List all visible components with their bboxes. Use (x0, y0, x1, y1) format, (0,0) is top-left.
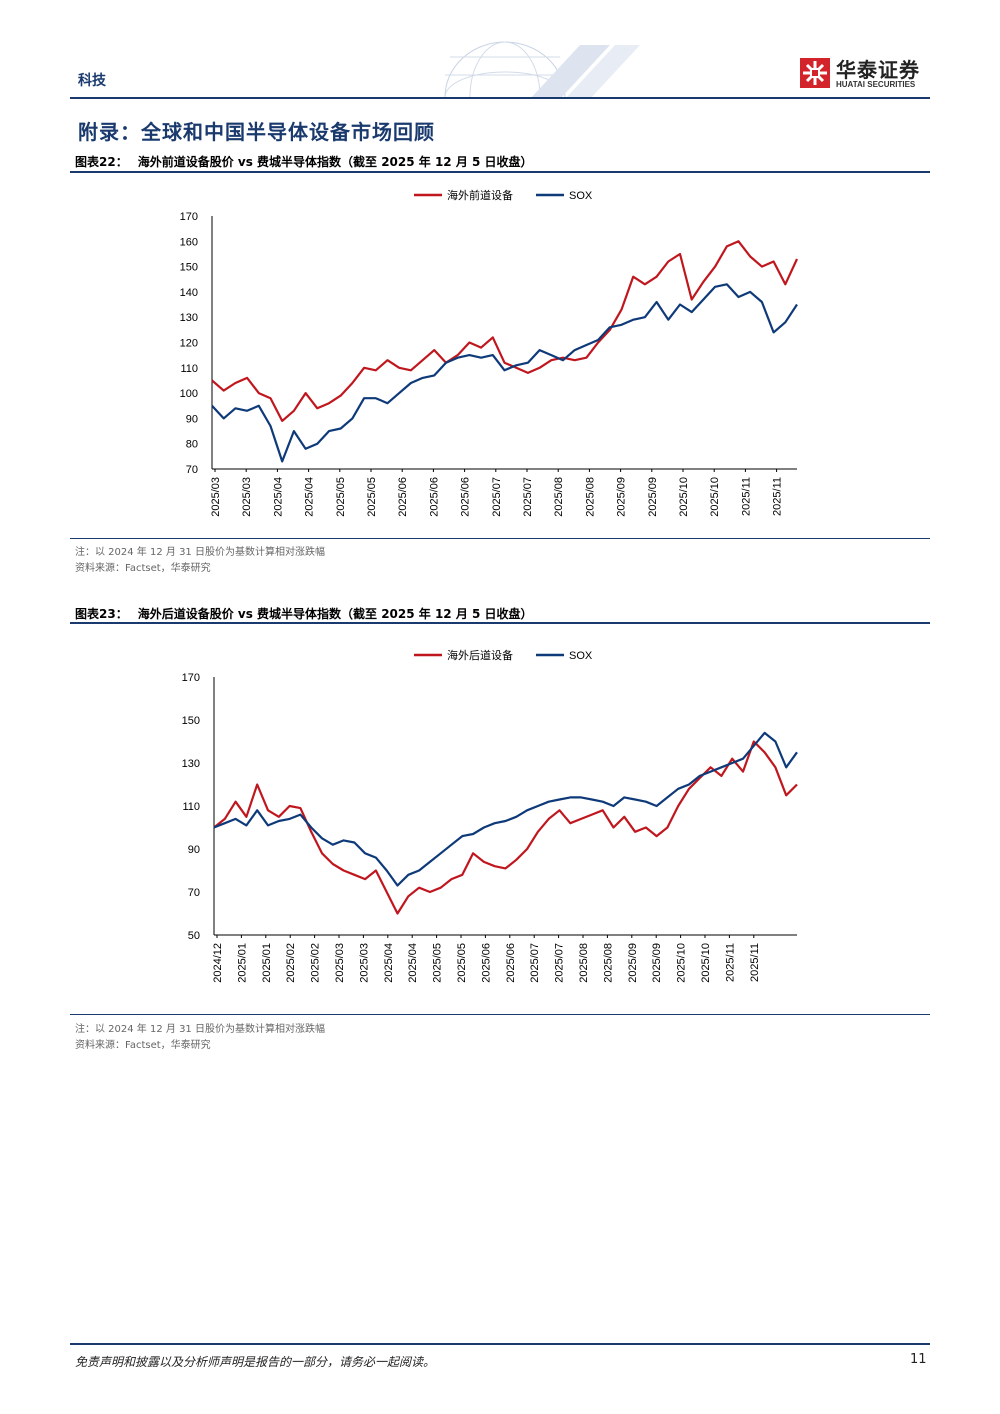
series-line-equipment (213, 740, 798, 915)
x-tick-label: 2025/05 (432, 943, 444, 983)
x-tick-label: 2025/10 (700, 943, 712, 983)
y-tick-label: 70 (188, 887, 200, 899)
chart-front-end-equipment: 70 80 90 100 110 120 130 140 150 160 170 2025/03 202… (180, 188, 798, 517)
figure-23-label: 图表23： (75, 607, 128, 621)
figure-23-note: 注：以 2024 年 12 月 31 日股价为基数计算相对涨跌幅 (75, 1024, 325, 1035)
x-tick-label: 2025/03 (358, 943, 370, 983)
y-tick-label: 110 (182, 801, 200, 813)
x-tick-label: 2025/09 (647, 477, 659, 517)
x-tick-label: 2025/05 (335, 477, 347, 517)
figure-23-bottom-rule (70, 1014, 930, 1015)
x-tick-label: 2025/08 (578, 943, 590, 983)
figure-23-title: 图表23： 海外后道设备股价 vs 费城半导体指数（截至 2025 年 12 月 … (75, 605, 533, 622)
x-tick-label: 2025/07 (522, 477, 534, 517)
x-tick-label: 2025/11 (749, 943, 761, 982)
figure-22-bottom-rule (70, 538, 930, 539)
brand-name-cn: 华泰证券 (836, 58, 920, 82)
y-tick-label: 150 (180, 262, 198, 274)
x-tick-label: 2025/10 (678, 477, 690, 517)
x-tick-label: 2025/03 (334, 943, 346, 983)
footer-rule (70, 1343, 930, 1345)
x-tick-label: 2025/11 (772, 477, 784, 516)
x-tick-label: 2025/06 (480, 943, 492, 983)
y-tick-label: 90 (186, 413, 198, 425)
figure-22-source: 资料来源：Factset，华泰研究 (75, 563, 211, 574)
x-tick-label: 2025/03 (210, 477, 222, 517)
legend-label: 海外后道设备 (447, 648, 513, 662)
x-tick-label: 2025/10 (676, 943, 688, 983)
x-tick-label: 2025/11 (724, 943, 736, 982)
x-tick-label: 2025/07 (491, 477, 503, 517)
chart-back-end-equipment: 50 70 90 110 130 150 170 2024/12 2025/01 2025/01 2… (182, 648, 798, 983)
x-tick-label: 2025/11 (740, 477, 752, 516)
figure-22-caption: 海外前道设备股价 vs 费城半导体指数（截至 2025 年 12 月 5 日收盘… (137, 155, 533, 169)
x-tick-label: 2025/07 (554, 943, 566, 983)
x-tick-label: 2025/10 (709, 477, 721, 517)
y-tick-label: 100 (180, 388, 198, 400)
x-tick-label: 2025/04 (304, 477, 316, 517)
x-tick-label: 2025/07 (529, 943, 541, 983)
y-tick-label: 50 (188, 930, 200, 942)
x-tick-label: 2025/01 (261, 943, 273, 983)
header-rule (70, 97, 930, 99)
x-tick-label: 2024/12 (212, 943, 224, 983)
legend-label: SOX (569, 190, 593, 202)
legend-label: SOX (569, 650, 593, 662)
logo-mark-icon (800, 58, 830, 88)
figure-22-top-rule (70, 171, 930, 173)
y-tick-label: 160 (180, 236, 198, 248)
x-tick-label: 2025/04 (383, 943, 395, 983)
figure-23-source: 资料来源：Factset，华泰研究 (75, 1040, 211, 1051)
x-tick-label: 2025/06 (460, 477, 472, 517)
x-tick-label: 2025/09 (627, 943, 639, 983)
series-line-sox (213, 731, 798, 887)
footer-disclaimer: 免责声明和披露以及分析师声明是报告的一部分，请务必一起阅读。 (75, 1355, 436, 1369)
globe-graphic (380, 41, 680, 99)
x-tick-label: 2025/08 (584, 477, 596, 517)
series-line-equipment (211, 240, 798, 422)
x-tick-label: 2025/02 (285, 943, 297, 983)
x-tick-label: 2025/09 (651, 943, 663, 983)
figure-23-top-rule (70, 622, 930, 624)
section-title: 附录：全球和中国半导体设备市场回顾 (78, 120, 435, 144)
y-tick-label: 170 (180, 211, 198, 223)
y-tick-label: 80 (186, 439, 198, 451)
header-category: 科技 (78, 73, 106, 89)
y-tick-label: 150 (182, 715, 200, 727)
y-tick-label: 140 (180, 287, 198, 299)
page-number: 11 (910, 1352, 927, 1367)
x-tick-label: 2025/06 (428, 477, 440, 517)
legend-label: 海外前道设备 (447, 188, 513, 202)
y-tick-label: 70 (186, 464, 198, 476)
x-tick-label: 2025/01 (236, 943, 248, 983)
x-tick-label: 2025/08 (602, 943, 614, 983)
brand-name-en: HUATAI SECURITIES (836, 80, 916, 89)
y-tick-label: 130 (182, 758, 200, 770)
y-tick-label: 90 (188, 844, 200, 856)
series-line-sox (211, 283, 798, 463)
x-tick-label: 2025/05 (456, 943, 468, 983)
x-tick-label: 2025/04 (407, 943, 419, 983)
x-tick-label: 2025/09 (616, 477, 628, 517)
huatai-logo: 华泰证券 HUATAI SECURITIES (800, 58, 919, 92)
x-tick-label: 2025/02 (310, 943, 322, 983)
figure-22-title: 图表22： 海外前道设备股价 vs 费城半导体指数（截至 2025 年 12 月 … (75, 153, 533, 170)
x-tick-label: 2025/06 (505, 943, 517, 983)
y-tick-label: 110 (180, 363, 198, 375)
y-tick-label: 130 (180, 312, 198, 324)
x-tick-label: 2025/06 (397, 477, 409, 517)
x-tick-label: 2025/08 (553, 477, 565, 517)
figure-22-label: 图表22： (75, 155, 128, 169)
x-tick-label: 2025/03 (241, 477, 253, 517)
y-tick-label: 120 (180, 338, 198, 350)
figure-23-caption: 海外后道设备股价 vs 费城半导体指数（截至 2025 年 12 月 5 日收盘… (137, 607, 533, 621)
y-tick-label: 170 (182, 672, 200, 684)
x-tick-label: 2025/04 (272, 477, 284, 517)
figure-22-note: 注：以 2024 年 12 月 31 日股价为基数计算相对涨跌幅 (75, 547, 325, 558)
x-tick-label: 2025/05 (366, 477, 378, 517)
